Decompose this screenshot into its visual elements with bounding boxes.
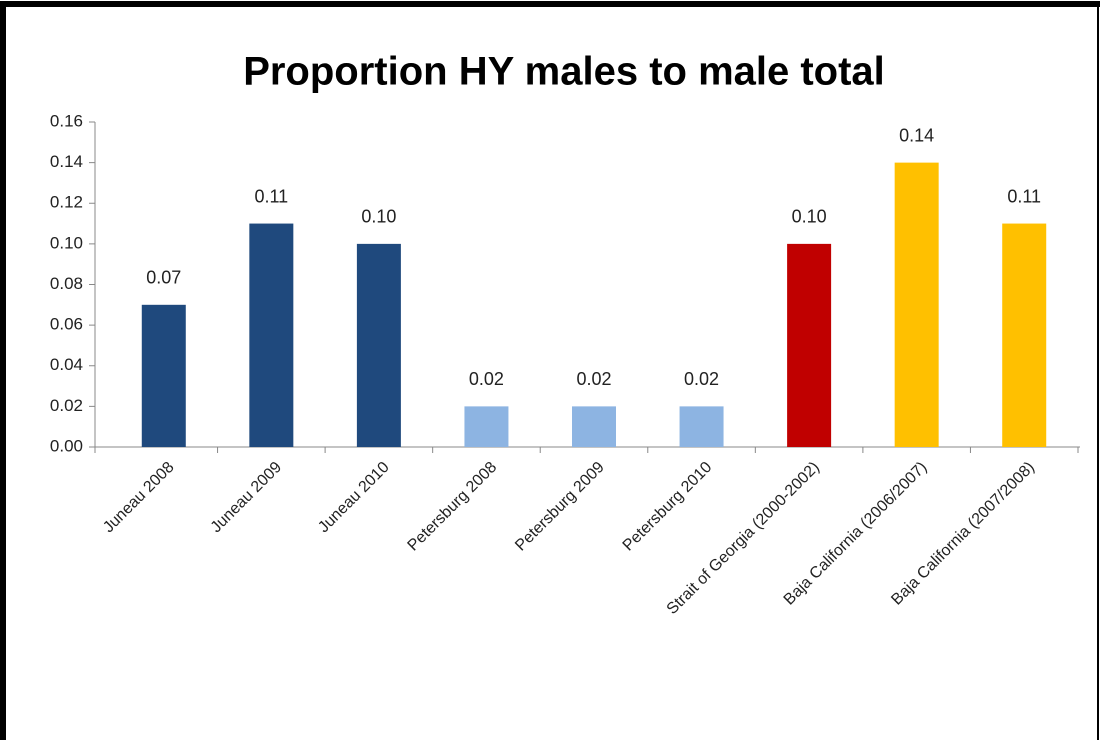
bar [1002, 223, 1047, 447]
y-tick-label: 0.06 [50, 315, 83, 334]
value-label: 0.11 [254, 186, 288, 206]
value-label: 0.02 [576, 369, 611, 389]
value-label: 0.10 [361, 207, 396, 227]
y-tick-label: 0.00 [50, 436, 83, 455]
y-tick-label: 0.02 [50, 396, 83, 415]
y-tick-label: 0.04 [50, 355, 83, 374]
bar [679, 406, 724, 447]
value-label: 0.10 [792, 207, 827, 227]
bar [141, 304, 186, 447]
bar [787, 243, 832, 447]
y-tick-label: 0.14 [50, 152, 83, 171]
y-tick-label: 0.08 [50, 274, 83, 293]
y-tick-label: 0.10 [50, 233, 83, 252]
bar [894, 162, 939, 447]
bar [356, 243, 401, 447]
value-label: 0.11 [1007, 186, 1041, 206]
value-label: 0.14 [899, 125, 934, 145]
bar [249, 223, 294, 447]
y-tick-label: 0.16 [50, 111, 83, 130]
bar [464, 406, 509, 447]
value-label: 0.07 [146, 268, 181, 288]
y-tick-label: 0.12 [50, 193, 83, 212]
value-label: 0.02 [684, 369, 719, 389]
bar [572, 406, 616, 447]
chart-title: Proportion HY males to male total [243, 50, 885, 94]
value-label: 0.02 [469, 369, 504, 389]
